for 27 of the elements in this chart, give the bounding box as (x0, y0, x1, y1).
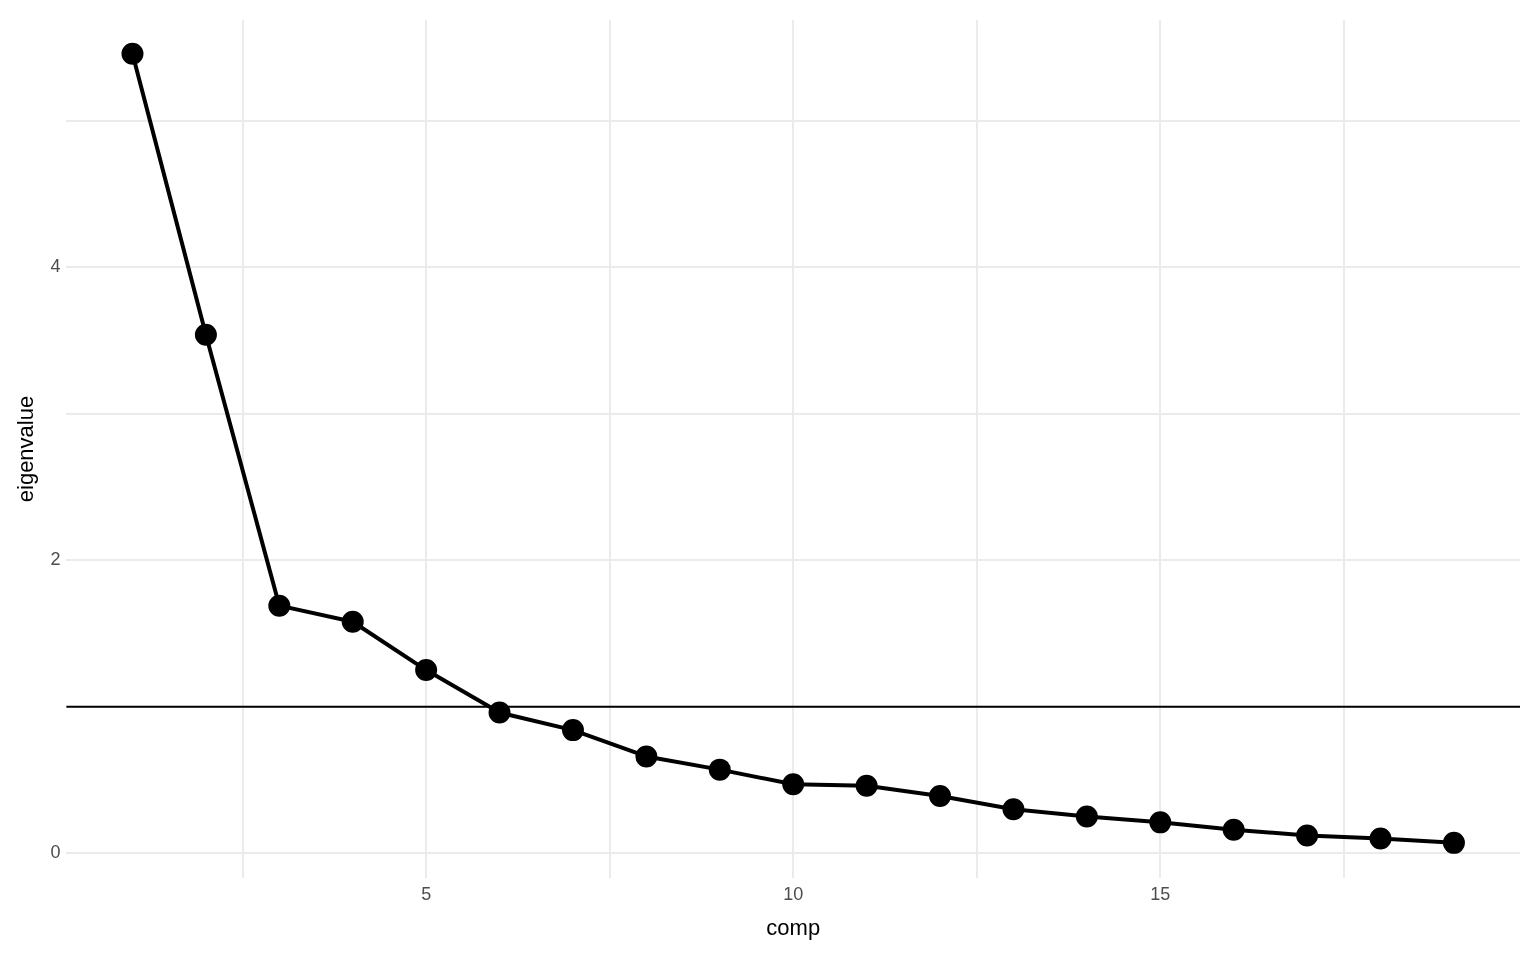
point (1222, 818, 1245, 841)
point (561, 719, 584, 742)
point (1002, 798, 1025, 821)
point (635, 745, 658, 768)
x-tick-label: 5 (421, 883, 432, 904)
point (782, 773, 805, 796)
y-tick-label: 0 (50, 842, 61, 863)
point (194, 323, 217, 346)
y-tick-label: 4 (50, 256, 61, 277)
point (268, 594, 291, 617)
y-axis-title: eigenvalue (13, 395, 39, 503)
point (121, 42, 144, 65)
point (1075, 805, 1098, 828)
point (1442, 831, 1465, 854)
x-tick-label: 15 (1150, 883, 1171, 904)
point (488, 701, 511, 724)
x-tick-label: 10 (783, 883, 804, 904)
point (415, 659, 438, 682)
point (1369, 827, 1392, 850)
point (708, 758, 731, 781)
point (929, 785, 952, 808)
point (341, 610, 364, 633)
x-axis-title: comp (766, 914, 821, 940)
y-tick-label: 2 (50, 549, 61, 570)
point (1296, 824, 1319, 847)
point (1149, 811, 1172, 834)
point (855, 774, 878, 797)
